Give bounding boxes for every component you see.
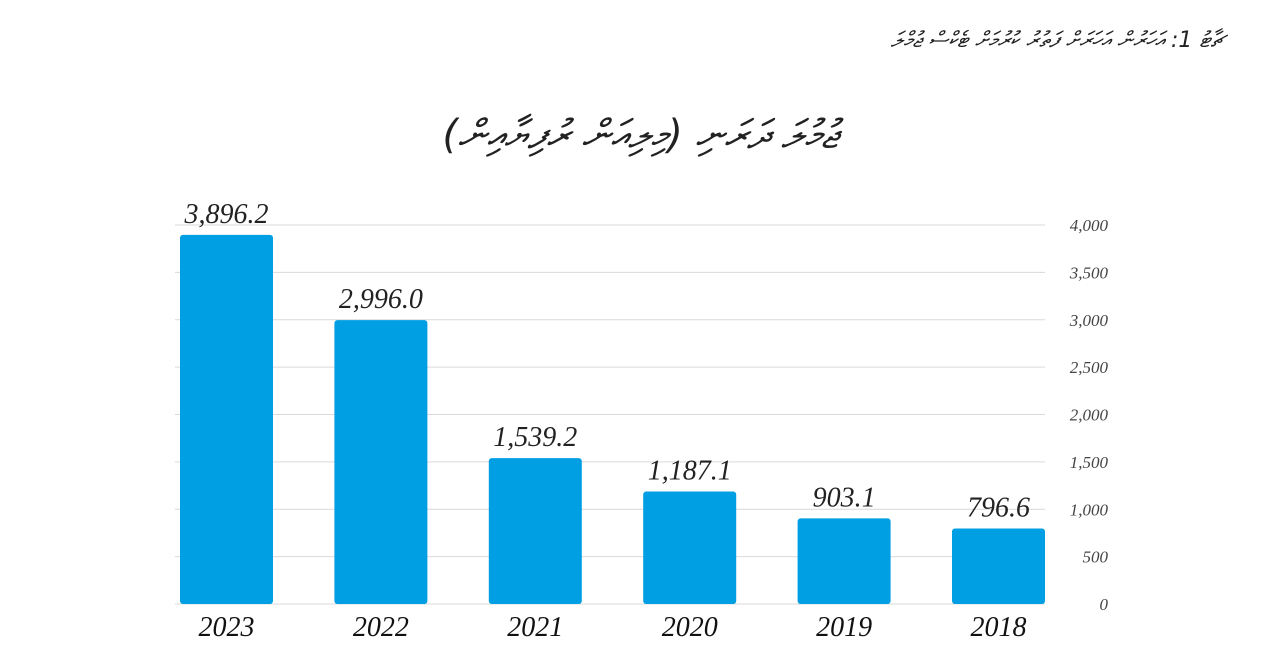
- bar: [334, 320, 428, 604]
- x-axis-categories: 2023 2022 2021 2020 2019 2018: [199, 612, 1027, 643]
- y-tick-label: 4,000: [1070, 216, 1109, 235]
- data-label: 903.1: [813, 482, 876, 513]
- gridlines: [175, 224, 1045, 605]
- x-category-label: 2022: [353, 612, 409, 643]
- bar: [797, 518, 891, 604]
- x-category-label: 2018: [971, 612, 1027, 643]
- figure-caption: ޗާޓު 1: އަހަރުން އަހަރަށް ފަތުރު ކުރުމަށ…: [890, 28, 1224, 53]
- data-label: 796.6: [967, 493, 1030, 524]
- y-tick-label: 0: [1100, 595, 1109, 614]
- y-tick-label: 3,500: [1069, 263, 1109, 282]
- chart-title: ޖުމުލަ ދަރަނި (މިލިއަން ރުފިޔާއިން): [442, 112, 838, 158]
- data-label: 1,187.1: [648, 456, 732, 487]
- bars: [180, 234, 1045, 604]
- y-tick-label: 3,000: [1069, 311, 1109, 330]
- data-label: 2,996.0: [339, 284, 423, 315]
- y-tick-label: 2,000: [1070, 406, 1109, 425]
- x-category-label: 2020: [662, 612, 718, 643]
- y-tick-label: 500: [1083, 548, 1109, 567]
- x-category-label: 2021: [507, 612, 563, 643]
- bar: [488, 458, 582, 604]
- y-tick-label: 1,000: [1070, 500, 1109, 519]
- y-tick-label: 1,500: [1070, 453, 1109, 472]
- data-label: 1,539.2: [493, 422, 577, 453]
- bar: [180, 234, 273, 604]
- x-category-label: 2019: [816, 612, 872, 643]
- y-tick-label: 2,500: [1070, 358, 1109, 377]
- bar: [952, 528, 1045, 604]
- data-labels: 3,896.2 2,996.0 1,539.2 1,187.1 903.1 796.6: [184, 199, 1031, 524]
- y-axis-ticks: 0 500 1,000 1,500 2,000 2,500 3,000 3,500 4,000: [1069, 216, 1109, 614]
- x-category-label: 2023: [199, 612, 255, 643]
- bar: [643, 491, 737, 604]
- data-label: 3,896.2: [184, 199, 269, 230]
